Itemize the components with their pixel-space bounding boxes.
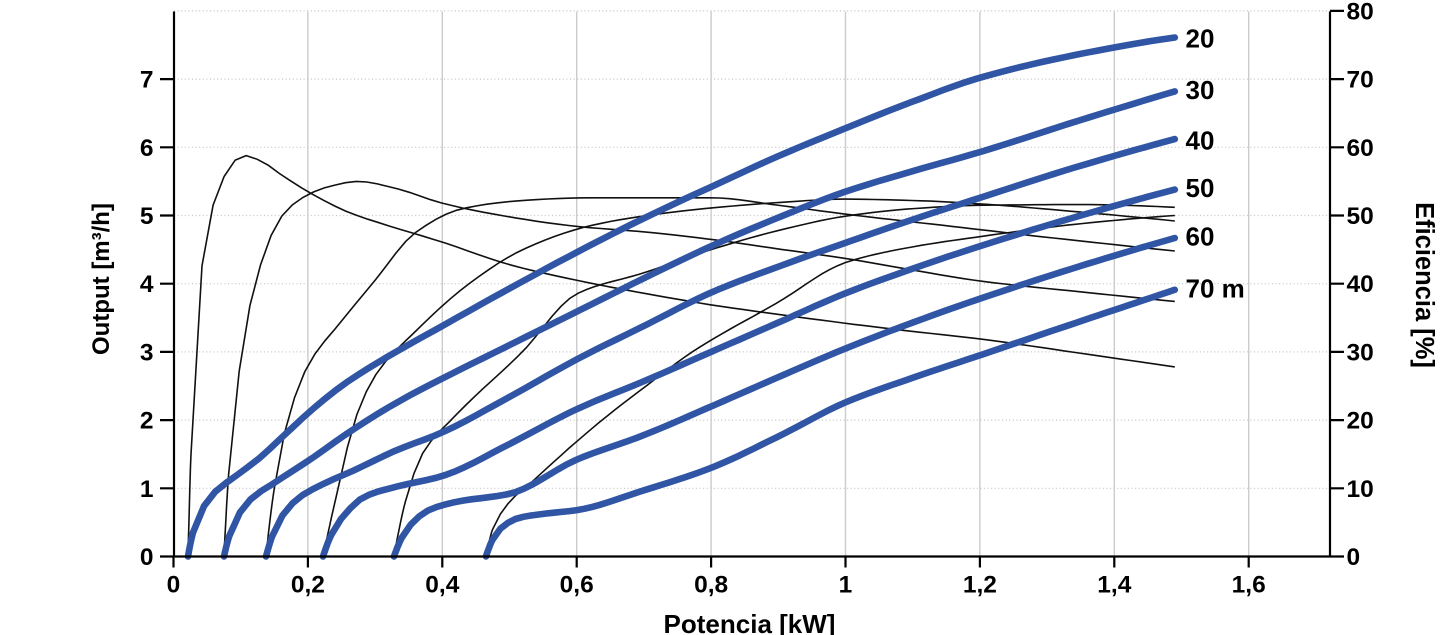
svg-text:70 m: 70 m xyxy=(1186,274,1245,304)
svg-text:30: 30 xyxy=(1186,75,1215,105)
svg-text:0,8: 0,8 xyxy=(694,572,728,599)
svg-text:70: 70 xyxy=(1347,67,1374,94)
svg-text:20: 20 xyxy=(1186,24,1215,54)
svg-text:0: 0 xyxy=(1347,544,1361,571)
svg-text:Output [m³/h]: Output [m³/h] xyxy=(88,203,115,355)
svg-text:Eficiencia [%]: Eficiencia [%] xyxy=(1410,202,1438,368)
svg-text:0: 0 xyxy=(140,544,154,571)
svg-text:1,6: 1,6 xyxy=(1232,572,1266,599)
svg-text:80: 80 xyxy=(1347,0,1374,25)
svg-text:60: 60 xyxy=(1347,135,1374,162)
svg-text:40: 40 xyxy=(1347,271,1374,298)
svg-text:10: 10 xyxy=(1347,476,1374,503)
svg-text:20: 20 xyxy=(1347,408,1374,435)
svg-text:0,2: 0,2 xyxy=(291,572,325,599)
svg-text:30: 30 xyxy=(1347,339,1374,366)
svg-text:7: 7 xyxy=(140,67,154,94)
svg-text:4: 4 xyxy=(140,271,154,298)
svg-text:60: 60 xyxy=(1186,222,1215,252)
svg-text:2: 2 xyxy=(140,408,154,435)
svg-text:1,2: 1,2 xyxy=(963,572,997,599)
svg-text:0: 0 xyxy=(167,572,181,599)
svg-text:1: 1 xyxy=(839,572,853,599)
svg-text:50: 50 xyxy=(1186,173,1215,203)
svg-text:40: 40 xyxy=(1186,126,1215,156)
svg-text:Potencia [kW]: Potencia [kW] xyxy=(664,609,836,635)
svg-text:0,6: 0,6 xyxy=(560,572,594,599)
svg-text:6: 6 xyxy=(140,135,154,162)
svg-text:0,4: 0,4 xyxy=(425,572,459,599)
svg-text:5: 5 xyxy=(140,203,154,230)
svg-text:50: 50 xyxy=(1347,203,1374,230)
svg-text:1,4: 1,4 xyxy=(1097,572,1131,599)
svg-text:1: 1 xyxy=(140,476,154,503)
svg-text:3: 3 xyxy=(140,339,154,366)
